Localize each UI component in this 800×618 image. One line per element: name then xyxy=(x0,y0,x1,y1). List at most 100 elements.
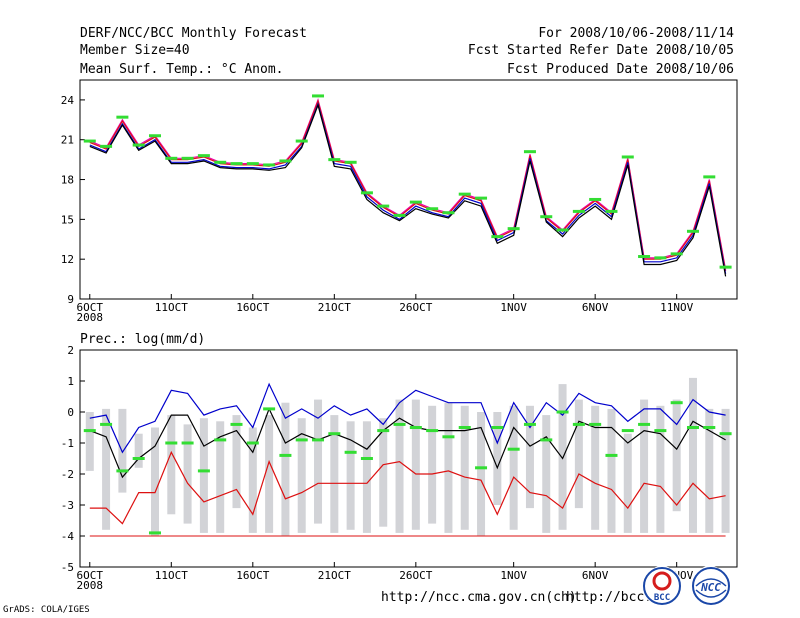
p1-series-min xyxy=(89,103,727,277)
p1-x-tick-label: 1NOV xyxy=(500,301,527,314)
p1-obs-mark xyxy=(181,156,194,160)
variable-label: Mean Surf. Temp.: °C Anom. xyxy=(80,62,284,77)
p2-obs-mark xyxy=(621,429,634,433)
p2-spread-bar xyxy=(232,415,241,509)
p1-obs-mark xyxy=(475,196,488,200)
p1-obs-mark xyxy=(442,211,455,215)
p1-obs-mark xyxy=(507,227,520,231)
p2-obs-mark xyxy=(100,422,113,426)
chart-title: DERF/NCC/BCC Monthly Forecast xyxy=(80,26,307,41)
p2-obs-mark xyxy=(360,457,373,460)
p2-obs-mark xyxy=(328,432,341,436)
p2-obs-mark xyxy=(279,453,292,457)
p2-spread-bar xyxy=(591,405,600,530)
p1-obs-mark xyxy=(703,175,716,179)
p2-obs-mark xyxy=(312,438,325,442)
p2-obs-mark xyxy=(426,429,439,433)
p1-x-tick-label: 6NOV xyxy=(582,301,609,314)
p2-series-upper xyxy=(89,382,726,454)
p2-spread-bar xyxy=(672,399,681,512)
p1-obs-mark xyxy=(409,200,422,204)
p1-obs-mark xyxy=(83,139,96,143)
p2-obs-mark xyxy=(686,426,699,429)
p2-frame xyxy=(79,349,738,568)
p2-y-tick-label: -3 xyxy=(61,499,74,512)
p2-spread-bar xyxy=(525,405,534,509)
p2-x-tick-label: 6OCT xyxy=(77,569,104,582)
p1-obs-mark xyxy=(458,192,471,196)
p1-obs-mark xyxy=(491,235,504,239)
p1-obs-mark xyxy=(540,215,553,219)
p2-obs-mark xyxy=(572,422,585,426)
p2-obs-mark xyxy=(214,438,227,442)
p2-obs-mark xyxy=(165,441,178,445)
p2-series-lower xyxy=(89,450,726,525)
p2-obs-mark xyxy=(507,447,520,451)
p2-obs-mark xyxy=(703,426,716,429)
p2-spread-bar xyxy=(574,399,583,509)
p2-spread-bar xyxy=(460,405,469,530)
produced-date-label: Fcst Produced Date 2008/10/06 xyxy=(507,62,734,77)
p2-obs-mark xyxy=(475,466,488,470)
p2-x-tick-label: 21OCT xyxy=(318,569,351,582)
p1-obs-mark xyxy=(572,209,585,213)
footer-url-ch[interactable]: http://ncc.cma.gov.cn(ch) xyxy=(381,590,577,605)
p2-spread-bar xyxy=(362,421,371,533)
p2-spread-bar xyxy=(607,408,616,533)
p2-spread-bar xyxy=(183,424,192,524)
p1-obs-mark xyxy=(719,265,732,269)
p2-obs-mark xyxy=(230,422,243,426)
p2-x-tick-label: 11OCT xyxy=(155,569,188,582)
p2-obs-mark xyxy=(654,429,667,433)
p2-obs-mark xyxy=(605,453,618,457)
p2-y-tick-label: 0 xyxy=(67,406,74,419)
p2-x-tick-year: 2008 xyxy=(77,579,104,592)
p1-obs-mark xyxy=(344,160,357,164)
p1-frame xyxy=(79,79,738,300)
p2-obs-mark xyxy=(393,422,406,426)
grads-credit: GrADS: COLA/IGES xyxy=(3,605,90,615)
p2-obs-mark xyxy=(638,422,651,426)
p2-spread-bar xyxy=(411,399,420,530)
p2-spread-bar xyxy=(281,402,290,536)
p1-obs-mark xyxy=(589,197,602,201)
p2-spread-bar xyxy=(656,405,665,533)
ncc-logo-icon: NCC xyxy=(690,566,730,606)
p2-obs-mark xyxy=(409,426,422,429)
p2-obs-mark xyxy=(556,410,569,414)
p2-spread-bar xyxy=(102,408,111,530)
p2-spread-bar xyxy=(493,412,502,505)
p1-x-tick-year: 2008 xyxy=(77,311,104,324)
p2-x-tick-label: 6NOV xyxy=(582,569,609,582)
p1-obs-mark xyxy=(621,155,634,159)
p2-obs-mark xyxy=(83,429,96,433)
p2-obs-mark xyxy=(295,438,308,442)
p2-obs-mark xyxy=(377,429,390,433)
p2-y-tick-label: 2 xyxy=(67,344,74,357)
p1-y-tick-label: 24 xyxy=(61,94,75,107)
p1-series-lower xyxy=(89,101,727,274)
p2-obs-mark xyxy=(589,422,602,426)
p2-obs-mark xyxy=(181,441,194,445)
p2-spread-bar xyxy=(150,427,159,536)
p2-obs-mark xyxy=(344,450,357,454)
member-size-label: Member Size=40 xyxy=(80,43,190,58)
p1-obs-mark xyxy=(148,134,161,138)
p2-y-tick-label: -5 xyxy=(61,561,74,574)
p1-obs-mark xyxy=(246,162,259,166)
p1-x-tick-label: 11NOV xyxy=(660,301,693,314)
footer-url-en[interactable]: http://bcc.c xyxy=(566,590,660,605)
p2-spread-bar xyxy=(167,415,176,515)
p1-obs-mark xyxy=(523,150,536,154)
p2-y-tick-label: -2 xyxy=(61,468,74,481)
p2-obs-mark xyxy=(442,435,455,439)
p2-spread-bar xyxy=(558,384,567,530)
p2-obs-mark xyxy=(523,422,536,426)
p1-y-tick-label: 9 xyxy=(67,293,74,306)
forecast-period: For 2008/10/06-2008/11/14 xyxy=(538,26,734,41)
p2-obs-mark xyxy=(491,426,504,429)
p2-x-tick-label: 26OCT xyxy=(399,569,432,582)
p2-spread-bar xyxy=(297,418,306,533)
p2-spread-bar xyxy=(330,415,339,533)
p2-obs-mark xyxy=(540,438,553,442)
